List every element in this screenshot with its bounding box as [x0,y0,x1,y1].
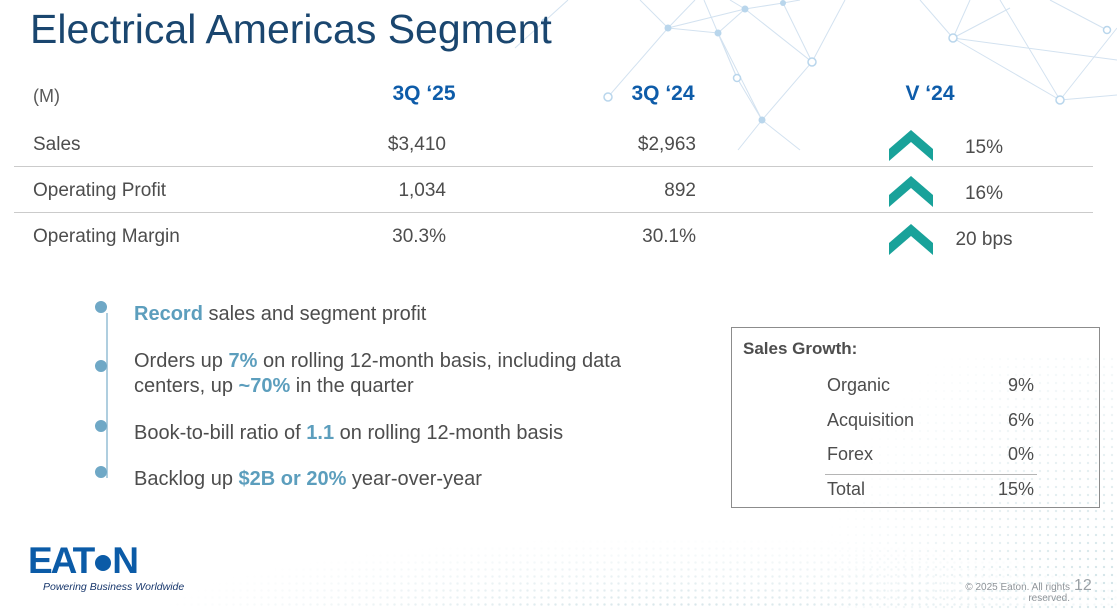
eaton-logo: EAT N Powering Business Worldwide [28,540,185,593]
bullet-segment: on rolling 12-month basis, including dat… [134,350,621,397]
sales-delta-value: 15% [964,137,1004,158]
growth-row-label: Forex [827,444,874,464]
up-arrow-icon [889,224,933,255]
bullet-highlight: $2B or 20% [238,468,347,490]
operating-profit-delta-value: 16% [964,183,1004,204]
total-divider [825,474,1037,475]
bullet-ring-icon [95,420,107,432]
growth-row-value: 6% [1007,410,1034,430]
growth-total-label: Total [827,479,866,499]
page-number: 12 [1074,577,1092,594]
growth-row-value: 9% [1007,375,1034,395]
dot-pattern-bottom-strip [160,538,1117,609]
growth-total-value: 15% [997,479,1034,499]
row-divider [14,166,1093,167]
eaton-logo-dot-icon [95,555,112,571]
up-arrow-icon [889,130,933,161]
row-label-operating-margin: Operating Margin [33,226,180,247]
bullet-highlight: 1.1 [306,422,335,444]
sales-growth-panel: Sales Growth: Organic 9% Acquisition 6% … [731,327,1100,508]
row-label-operating-profit: Operating Profit [33,180,167,201]
bullet-item-orders: Orders up 7% on rolling 12-month basis, … [134,349,679,399]
bullet-highlight: ~70% [238,375,291,397]
up-arrow-icon [889,176,933,207]
sales-3q24-value: $2,963 [637,134,696,155]
copyright-text: © 2025 Eaton. All rights reserved. [965,582,1070,604]
wordmark-letters: N [112,540,139,581]
column-header-3q24: 3Q ‘24 [631,82,695,105]
bullet-item-record-sales: Record sales and segment profit [134,302,679,327]
column-header-3q25: 3Q ‘25 [392,82,456,105]
bullet-item-book-to-bill: Book-to-bill ratio of 1.1 on rolling 12-… [134,421,679,446]
bullet-segment: in the quarter [290,375,414,397]
bullet-highlight: 7% [228,350,258,372]
operating-profit-3q25-value: 1,034 [398,180,446,201]
wordmark-letters: EAT [28,540,95,581]
network-decoration [514,0,1117,151]
growth-row-label: Organic [827,375,891,395]
eaton-tagline: Powering Business Worldwide [43,581,185,593]
bullet-ring-icon [95,360,107,372]
bullet-segment: Orders up [134,350,229,372]
eaton-wordmark: EAT N [28,540,184,581]
bullet-segment: Backlog up [134,468,239,490]
bullet-item-backlog: Backlog up $2B or 20% year-over-year [134,467,679,492]
growth-row-value: 0% [1007,444,1034,464]
operating-margin-3q24-value: 30.1% [642,226,696,247]
row-label-sales: Sales [33,134,81,155]
bullet-ring-icon [95,301,107,313]
row-divider [14,212,1093,213]
bullet-segment: Book-to-bill ratio of [134,422,307,444]
bullet-connector-line [106,313,108,478]
bullet-segment: year-over-year [346,468,482,490]
operating-margin-3q25-value: 30.3% [392,226,446,247]
operating-profit-3q24-value: 892 [664,180,696,201]
column-header-v24: V ‘24 [905,82,955,105]
sales-growth-title: Sales Growth: [743,339,858,358]
bullet-ring-icon [95,466,107,478]
bullet-segment: sales and segment profit [202,303,427,325]
bullet-highlight: Record [134,303,203,325]
unit-label: (M) [33,86,60,106]
operating-margin-delta-value: 20 bps [955,229,1013,250]
slide-title: Electrical Americas Segment [30,6,552,52]
sales-3q25-value: $3,410 [387,134,446,155]
growth-row-label: Acquisition [827,410,915,430]
bullet-segment: on rolling 12-month basis [334,422,564,444]
